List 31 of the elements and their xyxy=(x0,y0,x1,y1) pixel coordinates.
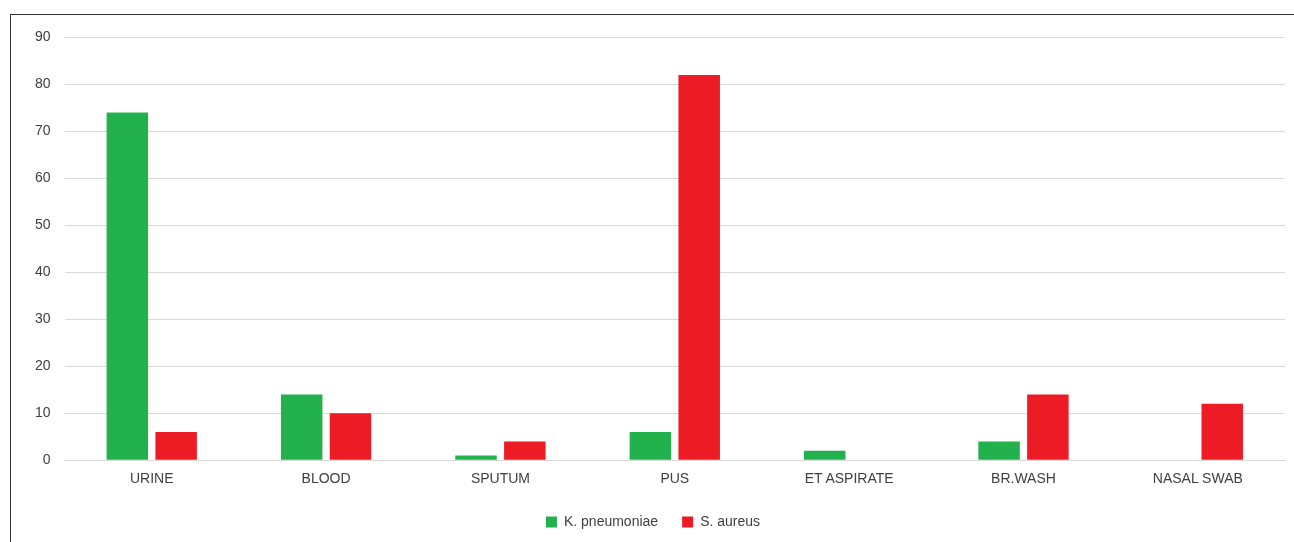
bar xyxy=(803,450,846,460)
bar xyxy=(280,394,323,460)
y-tick-label: 30 xyxy=(34,310,51,327)
bar xyxy=(106,112,149,460)
legend-label: K. pneumoniae xyxy=(563,512,659,529)
bar xyxy=(978,441,1020,460)
y-tick-label: 20 xyxy=(34,357,51,374)
y-tick-label: 70 xyxy=(34,122,51,139)
x-tick-label: URINE xyxy=(129,470,174,487)
x-tick-label: BLOOD xyxy=(301,470,351,487)
x-tick-label: ET ASPIRATE xyxy=(804,470,894,487)
y-tick-label: 50 xyxy=(34,216,51,233)
y-tick-label: 60 xyxy=(34,169,51,186)
bar xyxy=(1027,394,1069,460)
x-tick-label: PUS xyxy=(660,470,690,487)
y-tick-label: 90 xyxy=(34,28,51,45)
legend-label: S. aureus xyxy=(700,512,761,529)
y-tick-label: 40 xyxy=(34,263,51,280)
bar xyxy=(678,74,720,460)
y-tick-label: 80 xyxy=(34,75,51,92)
y-tick-label: 0 xyxy=(42,451,51,468)
x-tick-label: BR.WASH xyxy=(991,470,1056,487)
bar xyxy=(1201,403,1243,460)
bar xyxy=(455,455,497,460)
bar xyxy=(155,432,197,460)
y-tick-label: 10 xyxy=(34,404,51,421)
x-tick-label: NASAL SWAB xyxy=(1152,470,1243,487)
bar xyxy=(504,441,546,460)
bar xyxy=(629,432,672,460)
bar xyxy=(329,413,372,460)
x-tick-label: SPUTUM xyxy=(470,470,530,487)
